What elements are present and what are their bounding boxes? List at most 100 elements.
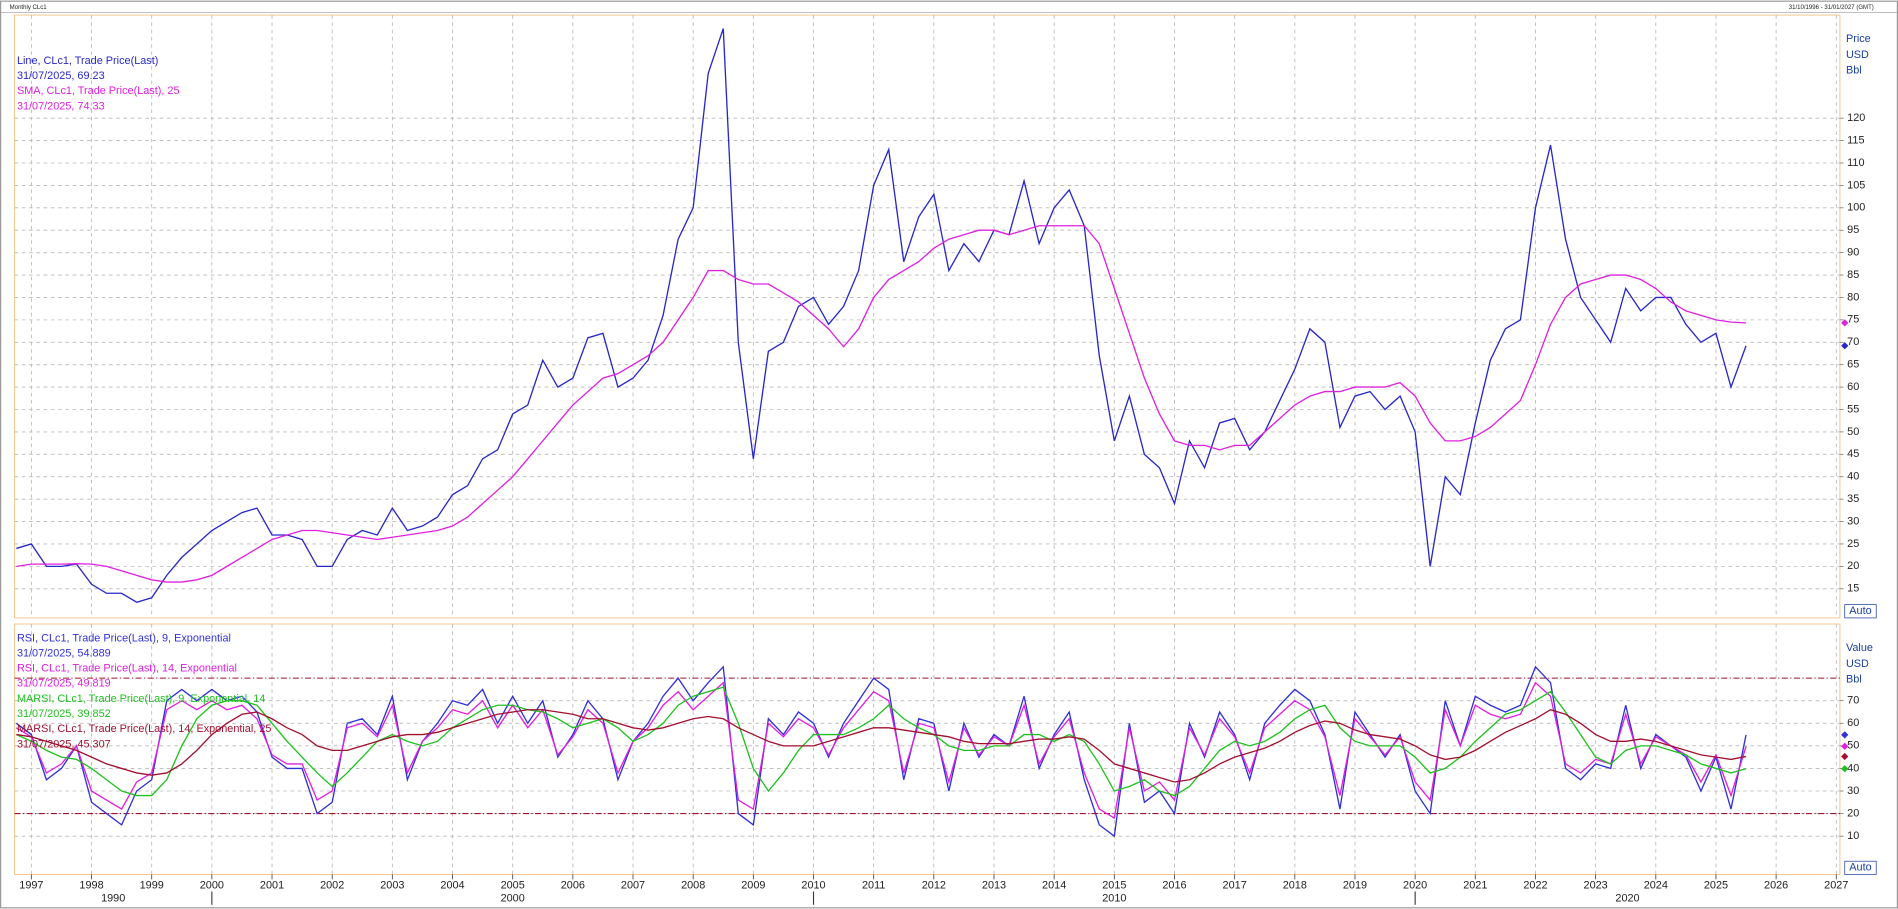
last-value-marker: [1841, 731, 1849, 739]
series-line: [16, 686, 1747, 797]
y-axis-label: Value: [1846, 642, 1873, 654]
last-value-marker: [1841, 319, 1849, 327]
y-tick-label: 10: [1847, 830, 1859, 842]
decade-label: 2000: [501, 893, 525, 905]
decade-label: 1990: [101, 893, 125, 905]
series-line: [16, 225, 1747, 583]
x-tick-label: 2007: [621, 879, 645, 891]
y-tick-label: 100: [1847, 202, 1865, 214]
y-tick-label: 30: [1847, 515, 1859, 527]
legend-name: MARSI, CLc1, Trade Price(Last), 9, Expon…: [17, 693, 265, 705]
x-tick-label: 2011: [862, 879, 885, 891]
legend-name: SMA, CLc1, Trade Price(Last), 25: [17, 85, 180, 97]
y-tick-label: 20: [1847, 560, 1859, 572]
y-tick-label: 15: [1847, 583, 1859, 595]
legend-last-value: 31/07/2025, 39.852: [17, 708, 111, 720]
plot-area: [14, 623, 1841, 876]
scale-mode: Auto: [1849, 862, 1871, 874]
y-tick-label: 40: [1847, 762, 1859, 774]
x-tick-label: 2005: [501, 879, 525, 891]
y-tick-label: 80: [1847, 291, 1859, 303]
legend-last-value: 31/07/2025, 69.23: [17, 70, 105, 82]
y-tick-label: 105: [1847, 179, 1865, 191]
last-value-marker: [1841, 342, 1849, 350]
x-tick-label: 2006: [561, 879, 585, 891]
x-tick-label: 1999: [140, 879, 164, 891]
x-tick-label: 2014: [1042, 879, 1066, 891]
x-tick-label: 2009: [741, 879, 765, 891]
y-tick-label: 45: [1847, 448, 1859, 460]
x-tick-label: 2023: [1584, 879, 1608, 891]
y-tick-label: 50: [1847, 740, 1859, 752]
x-tick-label: 2013: [982, 879, 1006, 891]
series-line: [16, 28, 1747, 603]
header-range: 31/10/1996 - 31/01/2027 (GMT): [1789, 5, 1874, 11]
series-line: [15, 681, 1747, 820]
y-tick-label: 75: [1847, 314, 1859, 326]
y-tick-label: 20: [1847, 807, 1859, 819]
x-tick-label: 2008: [681, 879, 705, 891]
x-tick-label: 1998: [79, 879, 103, 891]
x-tick-label: 1997: [19, 879, 43, 891]
y-tick-label: 40: [1847, 471, 1859, 483]
legend-name: RSI, CLc1, Trade Price(Last), 9, Exponen…: [17, 632, 231, 644]
x-tick-label: 2019: [1343, 879, 1367, 891]
decade-label: 2010: [1102, 893, 1126, 905]
scale-mode: Auto: [1849, 605, 1871, 617]
x-tick-label: 2001: [260, 879, 284, 891]
header-title: Monthly CLc1: [10, 5, 48, 11]
y-tick-label: 85: [1847, 269, 1859, 281]
y-axis-label: USD: [1846, 658, 1869, 670]
x-tick-label: 2017: [1223, 879, 1247, 891]
x-tick-label: 2024: [1644, 879, 1668, 891]
y-tick-label: 60: [1847, 717, 1859, 729]
last-value-marker: [1841, 765, 1849, 773]
y-tick-label: 65: [1847, 359, 1859, 371]
x-tick-label: 2026: [1764, 879, 1788, 891]
y-tick-label: 50: [1847, 426, 1859, 438]
x-tick-label: 2000: [200, 879, 224, 891]
y-tick-label: 110: [1847, 157, 1864, 169]
legend-last-value: 31/07/2025, 54.889: [17, 647, 111, 659]
x-tick-label: 2002: [320, 879, 344, 891]
x-tick-label: 2003: [380, 879, 404, 891]
legend-last-value: 31/07/2025, 49.819: [17, 678, 111, 690]
x-tick-label: 2021: [1463, 879, 1487, 891]
decade-label: 2020: [1615, 893, 1639, 905]
legend-last-value: 31/07/2025, 74.33: [17, 100, 105, 112]
y-tick-label: 70: [1847, 336, 1859, 348]
x-tick-label: 2022: [1523, 879, 1547, 891]
legend-name: Line, CLc1, Trade Price(Last): [17, 55, 158, 67]
x-tick-label: 2004: [440, 879, 464, 891]
legend-name: RSI, CLc1, Trade Price(Last), 14, Expone…: [17, 663, 237, 675]
plot-area: [14, 14, 1841, 619]
x-tick-label: 2025: [1704, 879, 1728, 891]
y-tick-label: 120: [1847, 112, 1865, 124]
scale-mode-box: [1844, 604, 1877, 619]
y-axis-label: Bbl: [1846, 674, 1862, 686]
y-tick-label: 95: [1847, 224, 1859, 236]
y-axis-label: Bbl: [1846, 65, 1862, 77]
y-tick-label: 35: [1847, 493, 1859, 505]
y-tick-label: 70: [1847, 695, 1859, 707]
x-tick-label: 2010: [801, 879, 825, 891]
x-tick-label: 2015: [1102, 879, 1126, 891]
legend-last-value: 31/07/2025, 45.307: [17, 738, 111, 750]
x-tick-label: 2012: [922, 879, 946, 891]
x-tick-label: 2016: [1162, 879, 1186, 891]
legend-name: MARSI, CLc1, Trade Price(Last), 14, Expo…: [17, 723, 271, 735]
y-axis-label: Price: [1846, 33, 1871, 45]
y-tick-label: 115: [1847, 134, 1864, 146]
y-tick-label: 25: [1847, 538, 1859, 550]
x-tick-label: 2027: [1824, 879, 1848, 891]
y-tick-label: 30: [1847, 785, 1859, 797]
scale-mode-box: [1844, 860, 1877, 875]
y-tick-label: 60: [1847, 381, 1859, 393]
x-tick-label: 2020: [1403, 879, 1427, 891]
y-tick-label: 90: [1847, 247, 1859, 259]
y-tick-label: 55: [1847, 403, 1859, 415]
x-tick-label: 2018: [1283, 879, 1307, 891]
